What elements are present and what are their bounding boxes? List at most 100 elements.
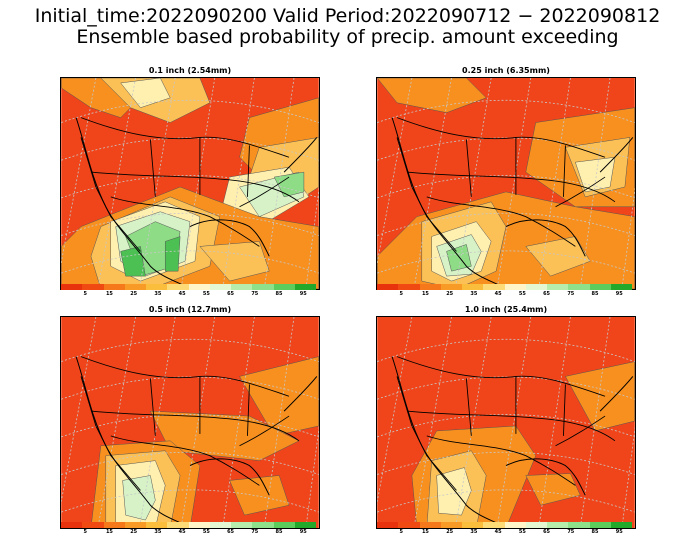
colorbar-swatch bbox=[547, 284, 569, 290]
colorbar-tick-label: 95 bbox=[299, 291, 307, 297]
colorbar-tick-label: 85 bbox=[591, 291, 599, 297]
probability-region bbox=[164, 236, 181, 272]
colorbar-tick-label: 35 bbox=[154, 529, 162, 535]
colorbar-swatch bbox=[610, 522, 632, 528]
colorbar-tick-label: 75 bbox=[567, 291, 575, 297]
colorbar-tick-label: 45 bbox=[178, 529, 186, 535]
map-svg bbox=[377, 78, 635, 289]
colorbar-swatch bbox=[440, 522, 462, 528]
colorbar-swatch bbox=[231, 284, 253, 290]
header-line-1: Initial_time:2022090200 Valid Period:202… bbox=[34, 5, 661, 27]
latitude-line bbox=[377, 212, 635, 236]
colorbar-swatch bbox=[103, 522, 125, 528]
panel-title-2: 0.25 inch (6.35mm) bbox=[462, 66, 550, 75]
colorbar-tick-label: 45 bbox=[494, 529, 502, 535]
colorbar-swatch bbox=[398, 522, 420, 528]
state-boundary bbox=[426, 435, 576, 486]
colorbar-tick-label: 45 bbox=[494, 291, 502, 297]
colorbar-tick-label: 75 bbox=[567, 529, 575, 535]
state-boundary bbox=[90, 410, 300, 442]
panel-title-1: 0.1 inch (2.54mm) bbox=[148, 66, 232, 75]
state-boundary bbox=[555, 415, 606, 447]
colorbar-swatch bbox=[273, 284, 295, 290]
colorbar-tick-label: 75 bbox=[251, 291, 259, 297]
probability-region bbox=[229, 475, 290, 516]
colorbar-4 bbox=[377, 522, 632, 528]
longitude-line bbox=[413, 78, 452, 289]
colorbar-labels-4: 5 15 25 35 45 55 65 75 85 95 bbox=[377, 529, 632, 537]
latitude-line bbox=[61, 451, 319, 475]
colorbar-swatch bbox=[483, 284, 505, 290]
colorbar-swatch bbox=[568, 284, 590, 290]
colorbar-swatch bbox=[252, 522, 274, 528]
colorbar-swatch bbox=[419, 284, 441, 290]
longitude-line bbox=[139, 317, 176, 528]
colorbar-swatch bbox=[167, 522, 189, 528]
colorbar-swatch bbox=[146, 284, 168, 290]
longitude-line bbox=[61, 317, 97, 505]
latitude-line bbox=[61, 212, 319, 236]
colorbar-swatch bbox=[462, 284, 484, 290]
colorbar-tick-label: 85 bbox=[275, 291, 283, 297]
map-panel-3 bbox=[60, 316, 320, 529]
colorbar-swatch bbox=[547, 522, 569, 528]
colorbar-swatch bbox=[124, 522, 146, 528]
state-boundary bbox=[149, 376, 250, 436]
colorbar-swatch bbox=[294, 284, 316, 290]
latitude-line bbox=[377, 175, 635, 199]
colorbar-tick-label: 25 bbox=[446, 291, 454, 297]
longitude-line bbox=[413, 317, 452, 528]
colorbar-tick-label: 15 bbox=[421, 291, 429, 297]
colorbar-swatch bbox=[252, 284, 274, 290]
colorbar-tick-label: 65 bbox=[543, 529, 551, 535]
colorbar-tick-label: 55 bbox=[518, 291, 526, 297]
colorbar-swatch bbox=[103, 284, 125, 290]
probability-region bbox=[377, 78, 487, 113]
colorbar-swatch bbox=[398, 284, 420, 290]
state-boundary bbox=[465, 376, 566, 436]
colorbar-swatch bbox=[82, 522, 104, 528]
latitude-line bbox=[377, 99, 635, 123]
latitude-line bbox=[61, 175, 319, 199]
map-panel-4 bbox=[376, 316, 636, 529]
longitude-line bbox=[377, 317, 413, 505]
colorbar-swatch bbox=[440, 284, 462, 290]
colorbar-tick-label: 55 bbox=[202, 529, 210, 535]
colorbar-swatch bbox=[294, 522, 316, 528]
map-panel-2 bbox=[376, 77, 636, 290]
colorbar-tick-label: 25 bbox=[130, 291, 138, 297]
colorbar-swatch bbox=[61, 522, 83, 528]
state-boundary bbox=[110, 196, 260, 247]
latitude-line bbox=[61, 338, 319, 362]
colorbar-swatch bbox=[462, 522, 484, 528]
colorbar-swatch bbox=[273, 522, 295, 528]
latitude-line bbox=[377, 414, 635, 438]
colorbar-tick-label: 65 bbox=[227, 291, 235, 297]
panel-title-4: 1.0 inch (25.4mm) bbox=[464, 305, 548, 314]
colorbar-swatch bbox=[167, 284, 189, 290]
probability-region bbox=[239, 356, 319, 437]
longitude-line bbox=[97, 78, 136, 289]
map-svg bbox=[61, 317, 319, 528]
colorbar-swatch bbox=[610, 284, 632, 290]
colorbar-swatch bbox=[568, 522, 590, 528]
colorbar-tick-label: 5 bbox=[83, 291, 87, 297]
colorbar-tick-label: 5 bbox=[399, 529, 403, 535]
colorbar-swatch bbox=[124, 284, 146, 290]
colorbar-labels-2: 5 15 25 35 45 55 65 75 85 95 bbox=[377, 291, 632, 299]
latitude-line bbox=[377, 338, 635, 362]
colorbar-tick-label: 55 bbox=[518, 529, 526, 535]
colorbar-tick-label: 65 bbox=[227, 529, 235, 535]
state-boundary bbox=[426, 196, 576, 247]
state-boundary bbox=[555, 176, 606, 208]
colorbar-tick-label: 25 bbox=[446, 529, 454, 535]
state-boundary bbox=[149, 137, 250, 197]
colorbar-swatch bbox=[209, 522, 231, 528]
latitude-line bbox=[377, 250, 635, 274]
coastline bbox=[75, 356, 318, 526]
colorbar-tick-label: 45 bbox=[178, 291, 186, 297]
state-boundary bbox=[239, 415, 290, 447]
latitude-line bbox=[61, 414, 319, 438]
probability-region bbox=[120, 78, 171, 109]
colorbar-swatch bbox=[146, 522, 168, 528]
